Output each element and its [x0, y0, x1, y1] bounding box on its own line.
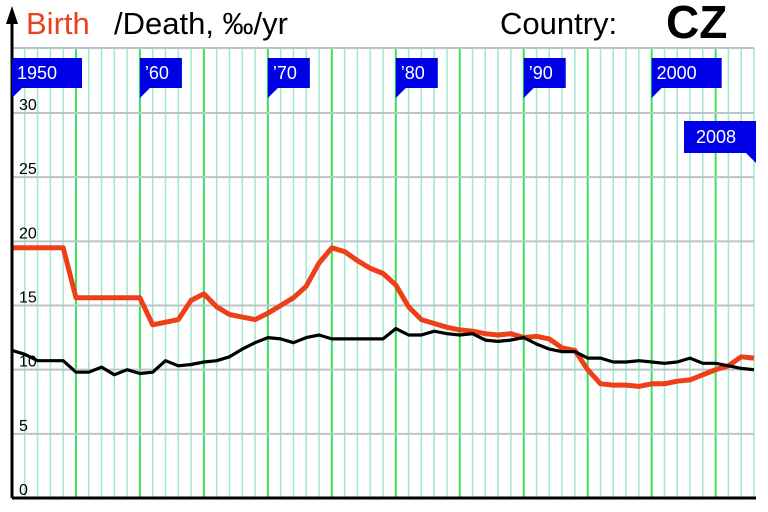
year-flag-label: ’70 [273, 63, 297, 83]
year-flag-label: 2008 [696, 127, 736, 147]
year-flags: 1950 ’60 ’70 ’80 ’90 2000 2008 [12, 58, 756, 163]
y-axis-arrow [6, 6, 18, 24]
y-tick-label: 0 [19, 482, 28, 499]
year-flag-label: 2000 [657, 63, 697, 83]
country-code: CZ [666, 0, 728, 48]
y-tick-label: 15 [19, 290, 37, 307]
vertical-grid [11, 48, 755, 498]
year-flag [139, 58, 182, 98]
series-line-death [11, 327, 755, 377]
year-flag [684, 121, 756, 163]
birth-label: Birth [26, 6, 90, 41]
year-flag [651, 58, 722, 98]
horizontal-grid [12, 47, 754, 435]
year-flag [12, 58, 82, 98]
year-flag [395, 58, 438, 98]
year-flag-label: 1950 [17, 63, 57, 83]
y-tick-label: 25 [19, 161, 37, 178]
year-flag-label: ’60 [145, 63, 169, 83]
year-flag-label: ’80 [401, 63, 425, 83]
y-tick-label: 30 [19, 97, 37, 114]
year-flag-label: ’90 [529, 63, 553, 83]
axes [6, 6, 756, 500]
year-flag [523, 58, 566, 98]
country-label: Country: [500, 6, 618, 41]
series-line-birth [12, 245, 755, 389]
series-lines [11, 245, 755, 389]
year-flag [267, 58, 310, 98]
y-tick-label: 20 [19, 225, 37, 242]
y-tick-label: 5 [19, 418, 28, 435]
death-label: /Death, ‰/yr [114, 6, 288, 41]
